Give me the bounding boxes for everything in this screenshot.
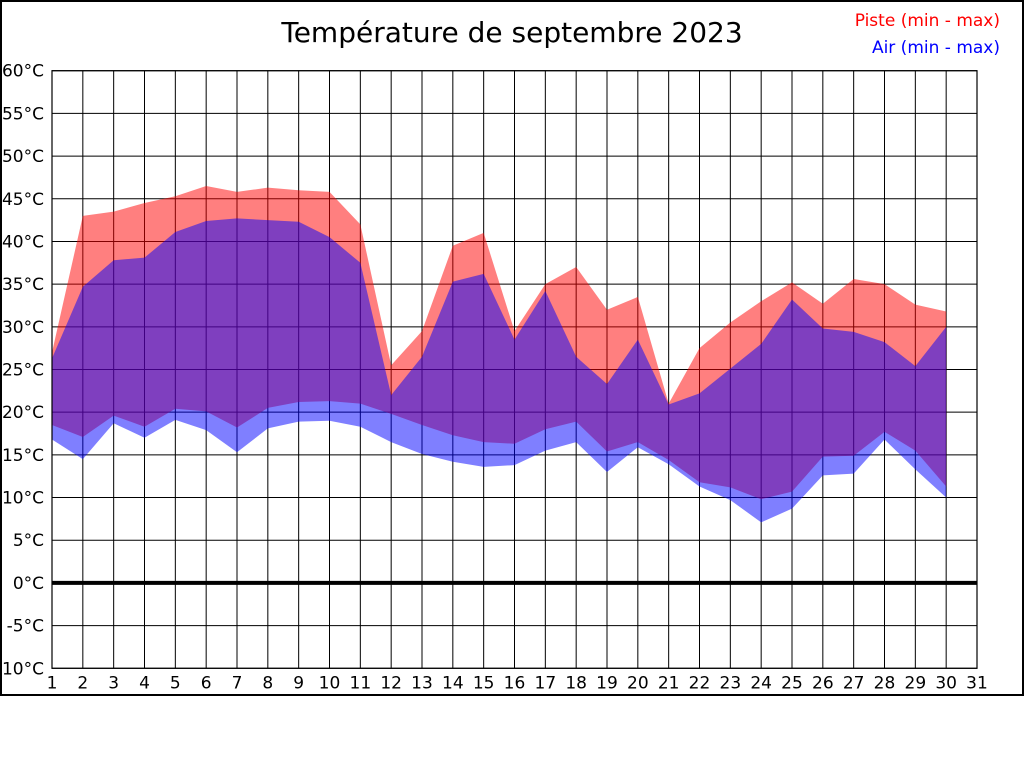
legend-item-piste: Piste (min - max) (854, 11, 1000, 31)
x-tick-label: 14 (442, 673, 464, 693)
x-tick-label: 16 (504, 673, 526, 693)
x-tick-label: 26 (812, 673, 834, 693)
y-tick-labels: 60°C 55°C 50°C 45°C 40°C 35°C 30°C 25°C 20°C 15°C… (2, 62, 44, 680)
y-tick-label: 50°C (2, 147, 44, 167)
x-tick-label: 2 (77, 673, 88, 693)
x-tick-label: 22 (689, 673, 711, 693)
x-tick-label: 13 (411, 673, 433, 693)
x-tick-label: 19 (596, 673, 618, 693)
x-tick-label: 4 (139, 673, 150, 693)
x-tick-label: 20 (627, 673, 649, 693)
y-tick-label: 5°C (13, 531, 44, 551)
air-band (52, 218, 947, 523)
x-tick-label: 9 (293, 673, 304, 693)
x-tick-labels: 1 2 3 4 5 6 7 8 9 10 11 12 13 14 15 16 17 18 19 20 21 22 23 24 2… (47, 673, 988, 693)
y-tick-label: 20°C (2, 403, 44, 423)
y-tick-label: 10°C (2, 489, 44, 509)
x-tick-label: 1 (47, 673, 58, 693)
chart-title: Température de septembre 2023 (281, 16, 743, 49)
x-tick-label: 8 (262, 673, 273, 693)
legend: Piste (min - max) Air (min - max) (855, 8, 1000, 62)
y-tick-label: 40°C (2, 232, 44, 252)
x-tick-label: 6 (201, 673, 212, 693)
x-tick-label: 25 (781, 673, 803, 693)
legend-item-air: Air (min - max) (871, 38, 1000, 58)
y-tick-label: -10°C (2, 659, 44, 679)
y-tick-label: -5°C (7, 617, 44, 637)
y-tick-label: 0°C (13, 574, 44, 594)
x-tick-label: 23 (720, 673, 742, 693)
x-tick-label: 30 (935, 673, 957, 693)
x-tick-label: 21 (658, 673, 680, 693)
x-tick-label: 18 (565, 673, 587, 693)
y-tick-label: 30°C (2, 318, 44, 338)
temperature-chart-svg: 60°C55°C50°C45°C40°C35°C30°C25°C20°C15°C… (2, 62, 988, 694)
y-tick-label: 55°C (2, 104, 44, 124)
y-tick-label: 35°C (2, 275, 44, 295)
x-tick-label: 7 (232, 673, 243, 693)
plot-frame (51, 70, 978, 669)
chart-frame: 60°C 55°C 50°C 45°C 40°C 35°C 30°C 25°C 20°C 15°C… (0, 0, 1024, 696)
x-tick-label: 5 (170, 673, 181, 693)
x-tick-label: 11 (350, 673, 372, 693)
x-tick-label: 10 (319, 673, 341, 693)
y-tick-label: 60°C (2, 62, 44, 82)
x-tick-label: 28 (874, 673, 896, 693)
x-tick-label: 15 (473, 673, 495, 693)
y-tick-label: 25°C (2, 361, 44, 381)
x-tick-label: 17 (535, 673, 557, 693)
y-tick-label: 45°C (2, 190, 44, 210)
x-tick-label: 27 (843, 673, 865, 693)
y-tick-label: 15°C (2, 446, 44, 466)
x-tick-label: 24 (750, 673, 772, 693)
x-tick-label: 3 (108, 673, 119, 693)
x-tick-label: 12 (380, 673, 402, 693)
x-tick-label: 31 (966, 673, 988, 693)
x-tick-label: 29 (905, 673, 927, 693)
